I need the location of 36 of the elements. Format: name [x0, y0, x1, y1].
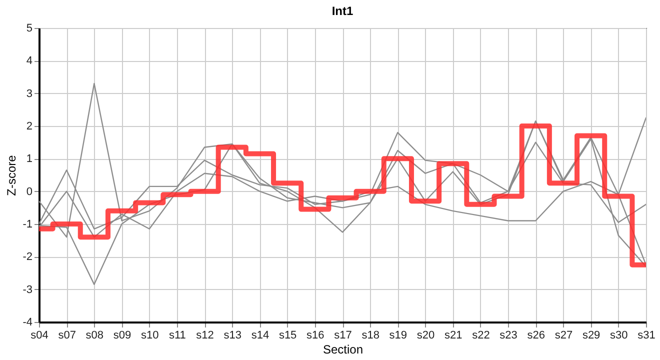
x-tick-label: s29 — [582, 330, 600, 342]
x-tick-label: s16 — [306, 330, 324, 342]
x-tick-label: s04 — [30, 330, 48, 342]
x-tick-label: s31 — [638, 330, 656, 342]
x-tick-label: s20 — [416, 330, 435, 342]
x-tick-label: s07 — [58, 330, 76, 342]
x-tick-label: s26 — [527, 330, 546, 342]
x-tick-label: s08 — [86, 330, 104, 342]
x-tick-label: s30 — [610, 330, 628, 342]
x-tick-label: s14 — [251, 330, 270, 342]
x-tick-label: s13 — [224, 330, 242, 342]
x-tick-label: s15 — [278, 330, 297, 342]
x-tick-label: s21 — [444, 330, 462, 342]
y-tick-label: -2 — [22, 251, 32, 264]
y-tick-label: 5 — [26, 22, 32, 34]
y-tick-label: 1 — [26, 153, 32, 166]
y-tick-label: -3 — [22, 284, 32, 296]
x-tick-label: s27 — [554, 330, 573, 342]
y-axis-title: Z-score — [4, 154, 19, 196]
x-tick-label: s11 — [168, 330, 186, 342]
x-axis-title: Section — [322, 342, 364, 356]
y-tick-label: 0 — [26, 186, 32, 198]
x-tick-label: s10 — [140, 330, 159, 342]
y-tick-label: -1 — [22, 218, 32, 230]
x-tick-label: s18 — [362, 330, 380, 342]
y-tick-label: 3 — [26, 88, 32, 100]
y-tick-label: 2 — [26, 120, 32, 132]
chart-title: Int1 — [332, 4, 354, 18]
y-tick-label: -4 — [22, 316, 32, 328]
x-tick-label: s09 — [113, 330, 132, 342]
x-tick-label: s23 — [500, 330, 518, 342]
x-tick-label: s17 — [334, 330, 352, 342]
x-tick-label: s12 — [196, 330, 214, 342]
x-tick-label: s22 — [472, 330, 490, 342]
x-tick-label: s19 — [389, 330, 408, 342]
y-tick-label: 4 — [26, 55, 32, 68]
